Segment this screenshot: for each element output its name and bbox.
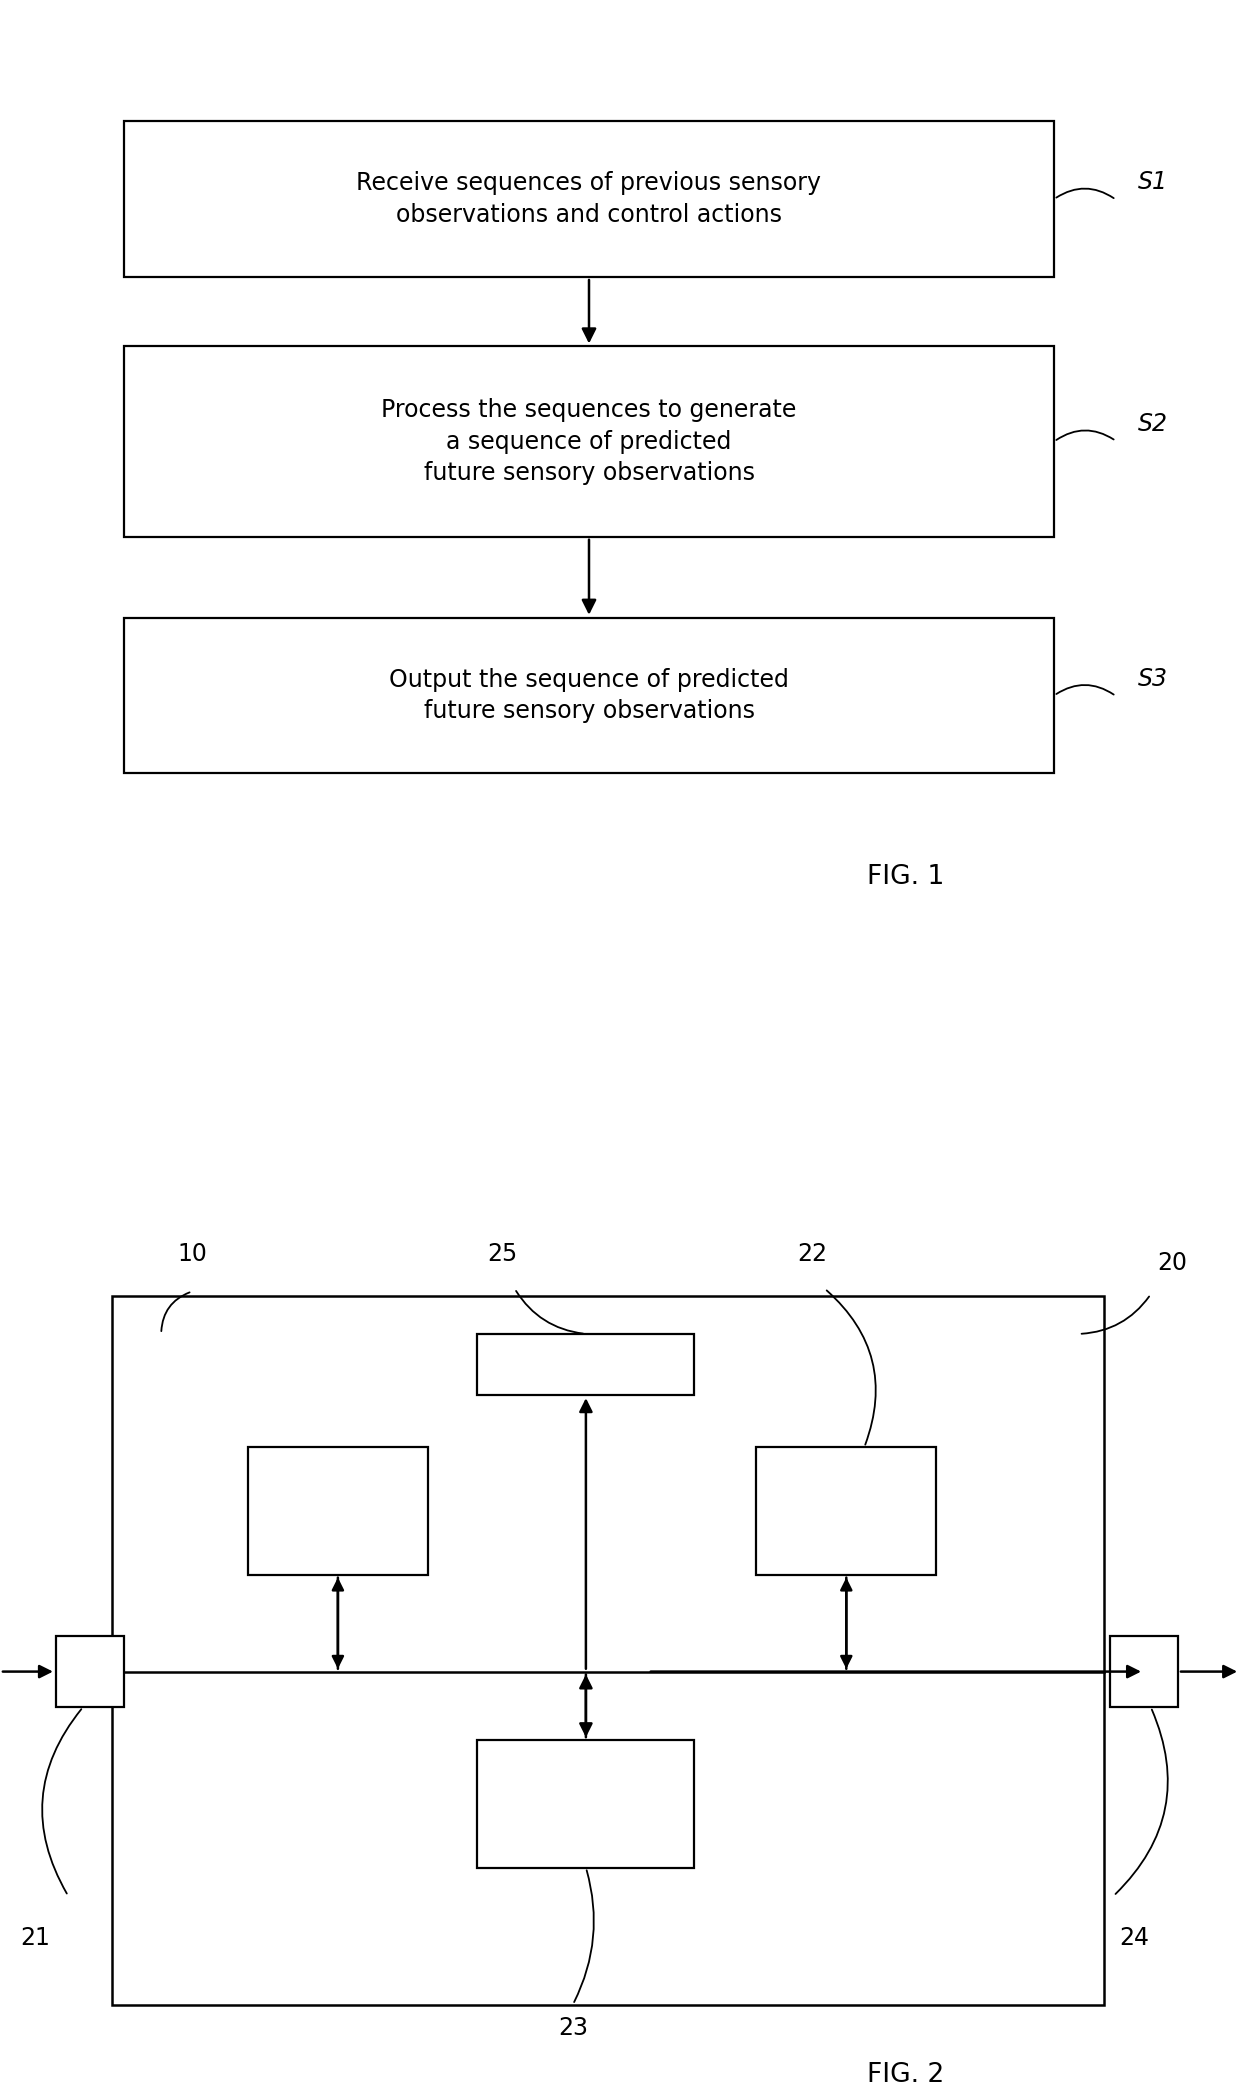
Text: Process the sequences to generate
a sequence of predicted
future sensory observa: Process the sequences to generate a sequ… <box>382 399 796 485</box>
Text: S3: S3 <box>1138 667 1168 691</box>
Text: FIG. 1: FIG. 1 <box>867 865 944 890</box>
Text: S1: S1 <box>1138 170 1168 195</box>
Bar <box>248 1448 428 1574</box>
Bar <box>477 1740 694 1868</box>
Text: 10: 10 <box>177 1243 207 1266</box>
Text: Output the sequence of predicted
future sensory observations: Output the sequence of predicted future … <box>389 667 789 724</box>
Text: FIG. 2: FIG. 2 <box>867 2063 944 2089</box>
Bar <box>112 1295 1104 2005</box>
Text: 22: 22 <box>797 1243 827 1266</box>
Bar <box>1110 1637 1178 1706</box>
Bar <box>56 1637 124 1706</box>
Bar <box>477 1335 694 1396</box>
Text: Receive sequences of previous sensory
observations and control actions: Receive sequences of previous sensory ob… <box>357 172 821 227</box>
Text: 20: 20 <box>1157 1251 1187 1274</box>
Text: 21: 21 <box>20 1927 50 1950</box>
Bar <box>124 617 1054 772</box>
Bar <box>124 346 1054 537</box>
Bar <box>124 122 1054 277</box>
Bar <box>756 1448 936 1574</box>
Text: 25: 25 <box>487 1243 517 1266</box>
Text: S2: S2 <box>1138 411 1168 437</box>
Text: 23: 23 <box>558 2017 588 2040</box>
Text: 24: 24 <box>1120 1927 1149 1950</box>
